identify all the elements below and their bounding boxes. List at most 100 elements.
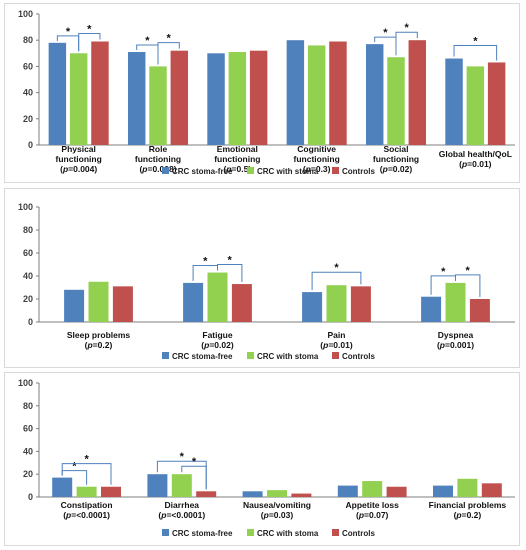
bar-with-stoma xyxy=(88,281,109,322)
y-tick-label: 100 xyxy=(18,202,33,212)
legend-swatch xyxy=(162,352,169,359)
bar-with-stoma xyxy=(362,481,383,497)
y-tick-label: 60 xyxy=(23,61,33,71)
bar-controls xyxy=(329,41,347,146)
category-label: Dyspnea xyxy=(438,330,474,340)
category-p-value: (p=0.03) xyxy=(261,510,294,520)
y-tick-label: 0 xyxy=(28,140,33,150)
significance-bracket xyxy=(61,463,112,485)
legend-label: Controls xyxy=(342,529,375,538)
bar-with-stoma xyxy=(228,51,247,145)
y-tick-label: 20 xyxy=(23,114,33,124)
significance-star: * xyxy=(405,22,410,34)
category-label: functioning xyxy=(135,154,181,164)
bar-controls xyxy=(469,299,490,322)
significance-bracket xyxy=(453,45,498,61)
bar-stoma-free xyxy=(242,491,263,497)
category-p-value: (p=0.01) xyxy=(320,340,353,350)
category-label: Cognitive xyxy=(297,144,336,154)
y-tick-label: 20 xyxy=(23,469,33,479)
bar-with-stoma xyxy=(307,45,326,145)
category-p-value: (p=0.001) xyxy=(437,340,474,350)
bar-stoma-free xyxy=(365,44,384,145)
category-p-value: (p=0.02) xyxy=(380,164,413,174)
category-label: Appetite loss xyxy=(346,500,400,510)
bar-controls xyxy=(101,486,121,497)
significance-star: * xyxy=(192,456,197,468)
significance-star: * xyxy=(466,265,471,277)
y-tick-label: 40 xyxy=(23,88,33,98)
significance-bracket xyxy=(455,274,481,297)
legend-swatch xyxy=(332,167,339,174)
category-p-value: (p=0.008) xyxy=(139,164,176,174)
bar-stoma-free xyxy=(64,289,85,322)
bar-with-stoma xyxy=(326,285,347,322)
significance-star: * xyxy=(167,33,172,45)
category-label: functioning xyxy=(373,154,419,164)
y-tick-label: 80 xyxy=(23,35,33,45)
category-p-value: (p=0.07) xyxy=(356,510,389,520)
significance-bracket xyxy=(78,33,101,52)
y-tick-label: 40 xyxy=(23,446,33,456)
category-label: Physical xyxy=(61,144,96,154)
bar-stoma-free xyxy=(183,282,204,322)
category-label: Sleep problems xyxy=(67,330,131,340)
bar-stoma-free xyxy=(147,474,168,497)
bar-stoma-free xyxy=(421,296,442,322)
legend-label: CRC with stoma xyxy=(257,352,319,361)
y-tick-label: 100 xyxy=(18,9,33,19)
bar-controls xyxy=(408,40,427,146)
category-label: Diarrhea xyxy=(165,500,200,510)
significance-star: * xyxy=(84,454,89,466)
legend-swatch xyxy=(162,529,169,536)
significance-star: * xyxy=(473,36,478,48)
category-label: Role xyxy=(149,144,168,154)
bar-with-stoma xyxy=(267,490,287,497)
legend-swatch xyxy=(247,529,254,536)
y-tick-label: 0 xyxy=(28,317,33,327)
significance-star: * xyxy=(441,266,446,278)
category-label: Pain xyxy=(328,330,346,340)
bar-stoma-free xyxy=(337,485,358,497)
bar-with-stoma xyxy=(387,57,405,146)
significance-bracket xyxy=(181,465,207,490)
y-tick-label: 80 xyxy=(23,401,33,411)
y-tick-label: 40 xyxy=(23,271,33,281)
y-tick-label: 0 xyxy=(28,492,33,502)
chart-panel-functioning: 0 20 40 60 80 100 Physical functioning (p=0.004)… xyxy=(4,3,520,183)
bar-stoma-free xyxy=(127,51,146,145)
legend-label: Controls xyxy=(342,352,375,361)
bar-with-stoma xyxy=(69,53,88,145)
bar-with-stoma xyxy=(149,66,167,145)
category-p-value: (p=<0.0001) xyxy=(63,510,110,520)
y-tick-label: 20 xyxy=(23,294,33,304)
category-p-value: (p=0.2) xyxy=(85,340,113,350)
significance-star: * xyxy=(383,27,388,39)
category-label: Global health/QoL xyxy=(439,149,512,159)
bar-stoma-free xyxy=(302,292,323,322)
bar-with-stoma xyxy=(445,282,466,322)
chart-svg-functioning: 020406080100Physicalfunctioning(p=0.004)… xyxy=(18,9,515,176)
y-tick-label: 80 xyxy=(23,225,33,235)
category-p-value: (p=0.3) xyxy=(303,164,331,174)
bar-with-stoma xyxy=(466,66,485,145)
significance-bracket xyxy=(157,42,180,65)
significance-star: * xyxy=(72,461,77,473)
bar-with-stoma xyxy=(457,478,478,497)
category-label: Fatigue xyxy=(202,330,232,340)
chart-svg-symptoms: 0 20 40 60 80 100 Sleep problems(p=0.2) Fatigue… xyxy=(18,202,515,361)
bar-controls xyxy=(91,41,109,146)
significance-bracket xyxy=(311,271,362,291)
bar-with-stoma xyxy=(171,474,192,497)
bar-stoma-free xyxy=(52,477,73,497)
category-p-value: (p=<0.0001) xyxy=(158,510,205,520)
category-label: Emotional xyxy=(217,144,258,154)
bar-controls xyxy=(196,491,217,497)
category-label: Financial problems xyxy=(429,500,507,510)
y-tick-label: 60 xyxy=(23,424,33,434)
bar-controls xyxy=(291,493,312,497)
category-label: functioning xyxy=(294,154,340,164)
legend-swatch xyxy=(162,167,169,174)
bar-stoma-free xyxy=(445,58,463,145)
bar-controls xyxy=(350,286,371,322)
